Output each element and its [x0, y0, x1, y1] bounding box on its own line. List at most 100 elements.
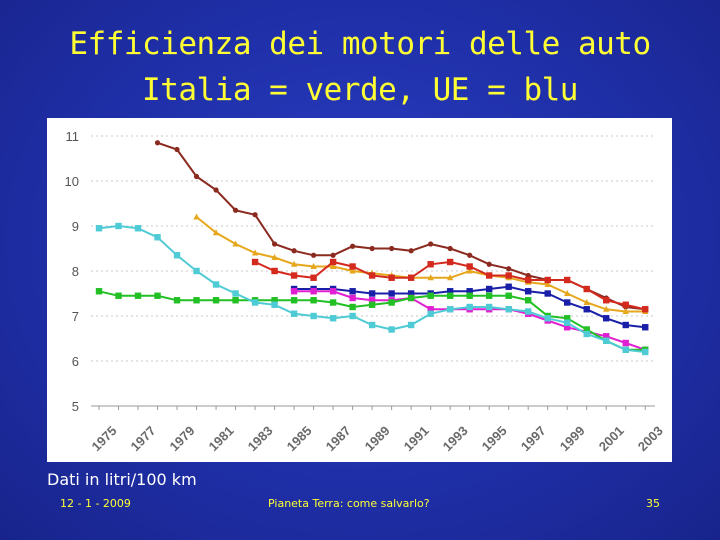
data-point — [310, 288, 317, 295]
data-point — [622, 301, 629, 308]
data-point — [173, 297, 181, 304]
x-tick-label: 2003 — [635, 423, 666, 454]
series-line — [98, 224, 646, 353]
footer-date: 12 - 1 - 2009 — [60, 497, 131, 510]
data-point — [446, 258, 454, 266]
data-point — [505, 283, 512, 290]
data-point — [603, 305, 610, 312]
data-point — [564, 290, 571, 296]
data-point — [329, 263, 337, 269]
data-point — [368, 272, 376, 279]
data-point — [232, 297, 239, 304]
x-tick-label: 1975 — [89, 423, 120, 454]
data-point — [212, 229, 220, 236]
data-point — [544, 315, 551, 322]
data-point — [154, 234, 161, 241]
data-point — [174, 146, 180, 153]
data-point — [524, 308, 532, 315]
data-point — [368, 290, 376, 297]
data-point — [310, 274, 317, 281]
data-point — [193, 213, 200, 220]
x-tick-label: 1977 — [128, 423, 159, 454]
slide-title-line1: Efficienza dei motori delle auto — [69, 26, 651, 62]
x-tick-label: 1999 — [557, 423, 588, 454]
data-point — [271, 301, 278, 308]
data-point — [603, 315, 610, 322]
data-point — [408, 248, 414, 254]
data-point — [368, 297, 376, 304]
data-point — [349, 303, 356, 311]
data-point — [251, 299, 259, 306]
data-point — [134, 292, 142, 299]
data-point — [427, 292, 434, 299]
data-point — [603, 333, 610, 340]
data-point — [290, 260, 298, 267]
data-point — [349, 263, 356, 270]
data-point — [115, 292, 122, 299]
data-point — [564, 324, 571, 331]
data-point — [583, 330, 590, 338]
x-tick-label: 1987 — [323, 423, 354, 454]
data-point — [310, 297, 317, 304]
data-point — [603, 337, 610, 344]
data-point — [407, 290, 415, 297]
chart-panel: 5 6 7 8 9 10 11 1975 1977 1979 1981 1983 1985 1987 198… — [47, 118, 672, 462]
data-point — [544, 276, 551, 284]
data-point — [544, 281, 551, 287]
x-tick-label: 1993 — [440, 423, 471, 454]
data-point — [389, 245, 395, 252]
data-point — [271, 297, 278, 304]
data-point — [290, 310, 298, 317]
data-point — [446, 288, 454, 295]
data-point — [544, 290, 551, 297]
x-tick-label: 1995 — [479, 423, 510, 454]
data-point — [95, 225, 103, 232]
data-point — [466, 288, 473, 295]
data-point — [232, 290, 239, 297]
data-point — [642, 306, 649, 313]
footer-page-number: 35 — [646, 497, 660, 510]
data-point — [350, 243, 356, 249]
data-point — [564, 319, 571, 326]
data-point — [291, 248, 297, 254]
data-point — [271, 267, 278, 275]
data-point — [349, 288, 356, 295]
data-point — [213, 187, 219, 193]
data-point — [407, 321, 415, 329]
data-point — [154, 292, 161, 299]
footer-presentation-title: Pianeta Terra: come salvarlo? — [268, 497, 430, 510]
data-point — [407, 274, 415, 281]
data-point — [505, 272, 512, 279]
data-point — [524, 276, 532, 284]
data-point — [427, 306, 434, 313]
y-tick-label: 6 — [72, 354, 79, 369]
data-point — [310, 312, 317, 320]
data-point — [485, 272, 493, 279]
data-point — [290, 297, 298, 304]
data-point — [193, 173, 200, 180]
data-point — [212, 297, 220, 304]
data-point — [583, 299, 590, 305]
data-point — [407, 294, 415, 302]
y-tick-label: 9 — [72, 219, 79, 234]
slide-title-line2: Italia = verde, UE = blu — [142, 72, 578, 108]
data-point — [485, 292, 493, 299]
data-point — [252, 212, 258, 218]
x-tick-label: 1997 — [518, 423, 549, 454]
line-chart: 5 6 7 8 9 10 11 1975 1977 1979 1981 1983 1985 1987 198… — [65, 129, 666, 454]
data-point — [466, 263, 473, 270]
data-point — [388, 290, 395, 297]
data-point — [349, 267, 356, 274]
data-point — [173, 252, 181, 259]
y-tick-label: 8 — [72, 264, 79, 279]
data-point — [134, 225, 142, 232]
data-point — [427, 261, 434, 268]
x-tick-label: 1979 — [167, 423, 198, 454]
data-point — [154, 140, 161, 146]
data-point — [447, 245, 453, 252]
data-point — [622, 339, 629, 347]
data-point — [583, 306, 590, 313]
data-point — [232, 207, 239, 213]
data-point — [251, 258, 259, 266]
x-tick-label: 2001 — [596, 423, 627, 454]
